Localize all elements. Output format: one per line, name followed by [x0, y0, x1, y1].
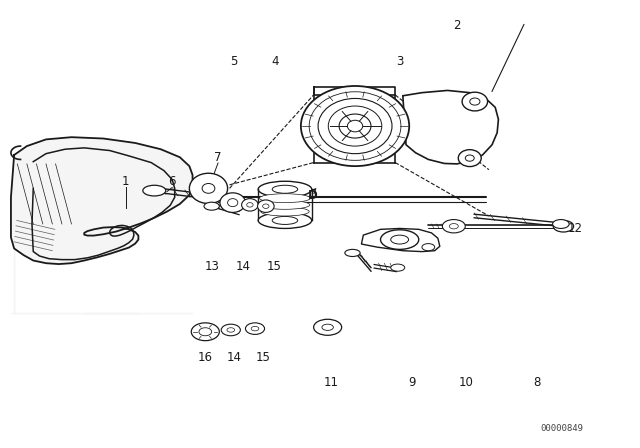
Text: 16: 16 — [198, 351, 212, 364]
Text: 14: 14 — [236, 260, 251, 273]
Ellipse shape — [199, 328, 212, 336]
Ellipse shape — [228, 198, 238, 207]
Text: D: D — [307, 190, 317, 202]
Ellipse shape — [314, 319, 342, 335]
Ellipse shape — [204, 202, 220, 210]
Polygon shape — [403, 90, 499, 164]
Ellipse shape — [258, 181, 312, 197]
Ellipse shape — [470, 98, 480, 105]
Text: 5: 5 — [230, 55, 237, 68]
Ellipse shape — [458, 150, 481, 167]
Ellipse shape — [246, 323, 264, 334]
Ellipse shape — [301, 86, 409, 166]
Text: 2: 2 — [453, 19, 461, 32]
Ellipse shape — [318, 99, 392, 154]
Ellipse shape — [202, 184, 215, 193]
Ellipse shape — [348, 120, 363, 132]
Ellipse shape — [339, 114, 371, 138]
Text: 9: 9 — [409, 375, 416, 388]
Text: 4: 4 — [271, 55, 279, 68]
Ellipse shape — [272, 185, 298, 193]
Text: 7: 7 — [214, 151, 222, 164]
Ellipse shape — [259, 194, 310, 202]
Ellipse shape — [191, 323, 220, 340]
Ellipse shape — [552, 220, 569, 228]
Ellipse shape — [257, 200, 274, 212]
Ellipse shape — [242, 198, 258, 211]
Text: 00000849: 00000849 — [541, 424, 584, 433]
Ellipse shape — [328, 106, 382, 146]
Ellipse shape — [246, 202, 253, 207]
Text: 13: 13 — [204, 260, 219, 273]
Text: 12: 12 — [568, 222, 582, 235]
Ellipse shape — [221, 324, 241, 336]
Text: 15: 15 — [255, 351, 270, 364]
Text: 8: 8 — [533, 375, 540, 388]
Ellipse shape — [272, 216, 298, 224]
Ellipse shape — [189, 173, 228, 203]
Text: 14: 14 — [227, 351, 241, 364]
Ellipse shape — [258, 212, 312, 228]
Text: 11: 11 — [324, 375, 339, 388]
Ellipse shape — [442, 220, 465, 233]
Ellipse shape — [143, 185, 166, 196]
Polygon shape — [362, 228, 440, 252]
Ellipse shape — [391, 264, 404, 271]
Ellipse shape — [251, 327, 259, 331]
Ellipse shape — [260, 200, 310, 209]
Ellipse shape — [345, 250, 360, 257]
Ellipse shape — [381, 230, 419, 250]
Ellipse shape — [391, 235, 408, 244]
Ellipse shape — [227, 328, 235, 332]
Ellipse shape — [449, 224, 458, 229]
Ellipse shape — [309, 92, 401, 160]
Ellipse shape — [262, 204, 269, 208]
Ellipse shape — [422, 244, 435, 251]
Ellipse shape — [220, 193, 246, 212]
Text: 15: 15 — [267, 260, 282, 273]
Text: 3: 3 — [396, 55, 403, 68]
Text: 10: 10 — [459, 375, 474, 388]
Ellipse shape — [462, 92, 488, 111]
Ellipse shape — [465, 155, 474, 161]
Ellipse shape — [322, 324, 333, 331]
Text: 6: 6 — [168, 175, 176, 188]
Ellipse shape — [553, 220, 573, 232]
Ellipse shape — [260, 207, 309, 216]
Text: 1: 1 — [122, 175, 129, 188]
